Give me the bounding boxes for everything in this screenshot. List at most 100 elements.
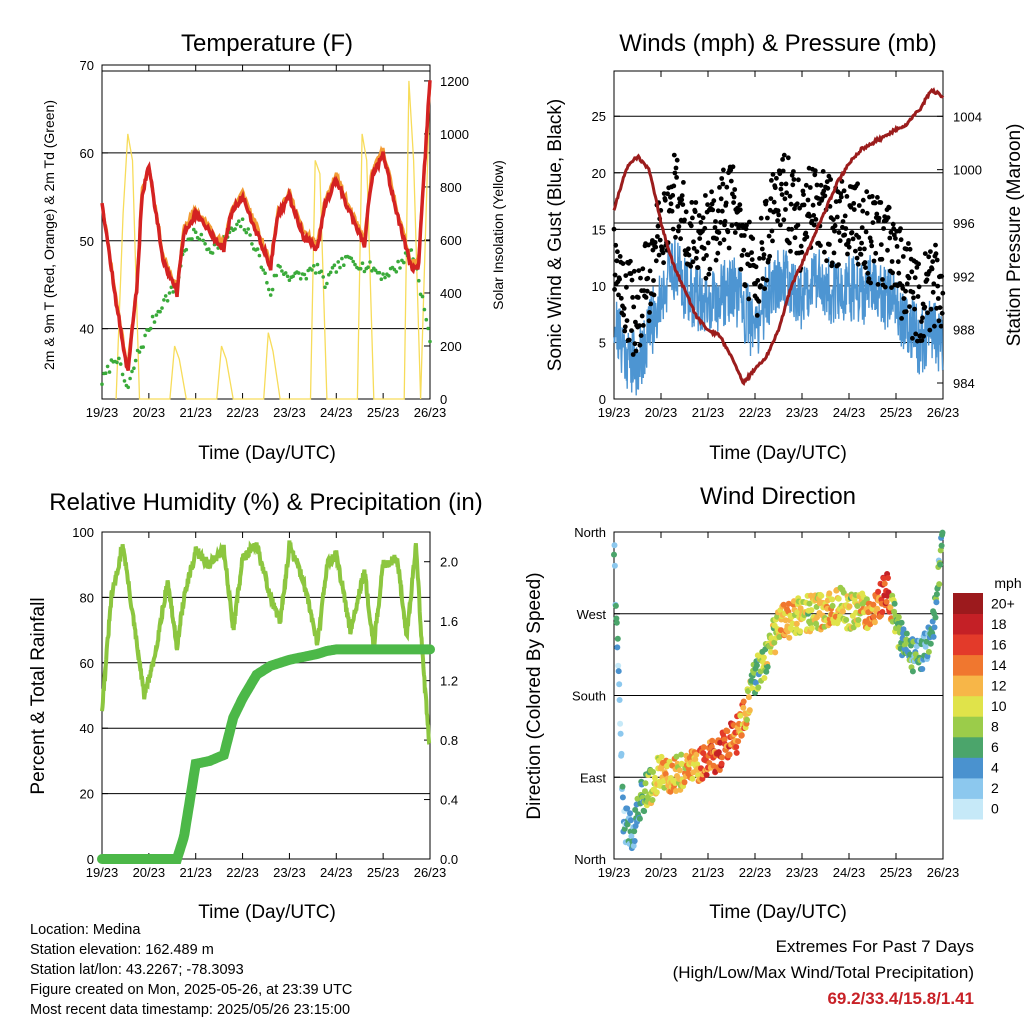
- dewpoint-point: [143, 333, 147, 338]
- gust-point: [762, 286, 767, 291]
- direction-point: [662, 771, 669, 777]
- humidity-ytick-label: 100: [72, 525, 94, 540]
- station-info: Location: Medina Station elevation: 162.…: [30, 920, 352, 1020]
- gust-point: [736, 223, 742, 229]
- winds-xtick-label: 25/23: [880, 405, 913, 420]
- colorbar-swatch: [953, 798, 983, 820]
- gust-point: [693, 255, 699, 261]
- direction-point: [839, 608, 846, 615]
- gust-point: [924, 277, 930, 283]
- gust-point: [906, 275, 912, 281]
- direction-point: [744, 716, 750, 723]
- humidity-panel: Relative Humidity (%) & Precipitation (i…: [28, 489, 483, 923]
- gust-point: [675, 204, 681, 209]
- direction-point: [694, 761, 701, 768]
- gust-point: [866, 276, 872, 282]
- direction-point: [699, 775, 706, 782]
- temperature-y2tick-label: 1000: [440, 127, 469, 142]
- gust-point: [889, 285, 894, 290]
- direction-point: [933, 591, 940, 598]
- gust-point: [922, 304, 928, 310]
- gust-point: [768, 196, 774, 202]
- temperature-panel: Temperature (F) Time (Day/UTC) 2m & 9m T…: [41, 30, 506, 464]
- gust-point: [825, 185, 831, 191]
- gust-point: [781, 217, 787, 223]
- direction-point: [673, 753, 680, 760]
- gust-point: [714, 236, 719, 242]
- direction-point: [932, 614, 939, 621]
- gust-point: [799, 249, 805, 255]
- gust-point: [824, 179, 830, 185]
- dewpoint-point: [193, 230, 198, 234]
- colorbar-title: mph: [994, 575, 1021, 591]
- gust-point: [787, 240, 792, 246]
- dewpoint-point: [377, 270, 382, 275]
- winds-ylabel-right: Station Pressure (Maroon): [1004, 124, 1024, 347]
- gust-point: [903, 288, 908, 294]
- direction-point: [840, 589, 847, 596]
- direction-point: [617, 730, 624, 737]
- gust-point: [849, 230, 855, 235]
- dewpoint-point: [409, 248, 414, 252]
- gust-point: [620, 261, 626, 266]
- dewpoint-point: [152, 320, 157, 324]
- gust-point: [894, 244, 900, 249]
- dewpoint-point: [167, 291, 172, 295]
- gust-point: [772, 185, 778, 191]
- humidity-y2tick-label: 0.4: [440, 793, 458, 808]
- temperature-2m-line: [100, 80, 432, 372]
- gust-point: [660, 250, 666, 256]
- winds-ytick-label: 25: [592, 109, 606, 124]
- direction-point: [826, 590, 833, 597]
- gust-point: [681, 180, 686, 185]
- direction-point: [681, 779, 688, 786]
- gust-point: [782, 196, 788, 202]
- direction-point: [650, 769, 656, 775]
- gust-point: [783, 207, 788, 212]
- dewpoint-point: [184, 247, 189, 252]
- colorbar-swatch: [953, 654, 983, 676]
- colorbar-label: 16: [991, 636, 1007, 652]
- dewpoint-point: [328, 270, 333, 275]
- dewpoint-point: [117, 356, 121, 361]
- gust-point: [803, 182, 809, 188]
- gust-point: [668, 201, 674, 207]
- gust-point: [842, 232, 848, 238]
- gust-point: [655, 234, 660, 239]
- direction-point: [922, 643, 929, 650]
- gust-point: [640, 266, 646, 272]
- gust-point: [628, 271, 634, 276]
- gust-point: [617, 276, 622, 282]
- gust-point: [710, 207, 716, 213]
- dewpoint-point: [302, 272, 307, 277]
- gust-point: [741, 247, 747, 253]
- gust-point: [680, 202, 686, 208]
- gust-point: [633, 348, 639, 354]
- gust-point: [761, 252, 767, 258]
- dewpoint-point: [297, 271, 301, 275]
- gust-point: [631, 304, 637, 310]
- station-location: Location: Medina: [30, 922, 141, 938]
- direction-point: [628, 833, 635, 840]
- gust-point: [859, 240, 864, 246]
- direction-point: [913, 643, 920, 650]
- gust-point: [879, 256, 885, 262]
- gust-point: [911, 295, 916, 301]
- dewpoint-point: [278, 265, 282, 269]
- gust-point: [875, 195, 880, 200]
- gust-point: [636, 268, 642, 273]
- gust-point: [853, 248, 858, 254]
- gust-point: [860, 197, 866, 203]
- gust-point: [867, 235, 873, 241]
- gust-point: [694, 249, 700, 255]
- dewpoint-point: [248, 233, 252, 237]
- gust-point: [818, 243, 823, 249]
- dewpoint-point: [190, 237, 194, 241]
- gust-point: [856, 235, 862, 240]
- winds-y2tick-label: 988: [953, 323, 975, 338]
- temperature-ylabel-right: Solar Insolation (Yellow): [490, 160, 506, 310]
- gust-point: [803, 230, 809, 236]
- gust-point: [846, 238, 851, 243]
- dewpoint-point: [360, 261, 365, 266]
